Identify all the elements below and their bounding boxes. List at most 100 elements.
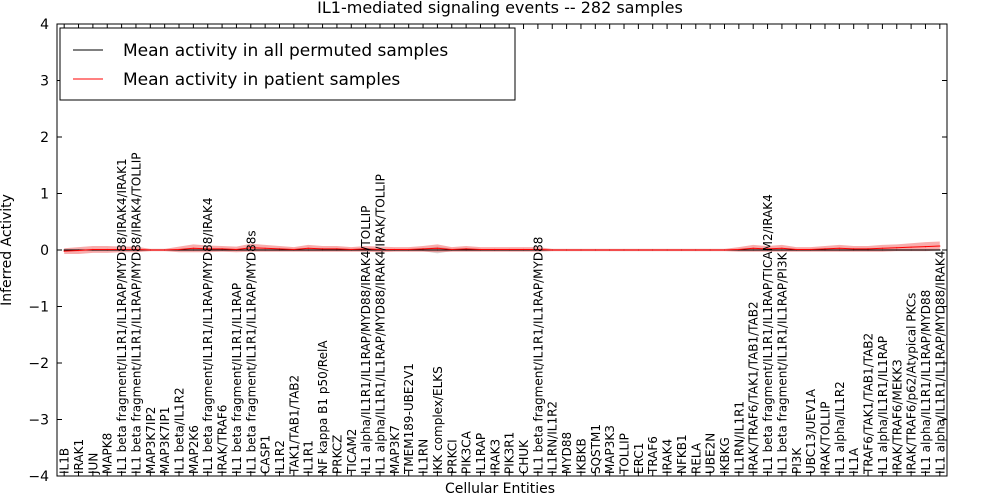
data-point-permuted bbox=[336, 249, 338, 251]
x-tick-label: NF kappa B1 p50/RelA bbox=[316, 340, 330, 474]
x-tick-label: MAP2K6 bbox=[187, 425, 201, 474]
x-tick-label: IKBKB bbox=[575, 438, 589, 474]
data-point-permuted bbox=[278, 249, 281, 251]
data-point-permuted bbox=[781, 249, 783, 251]
x-tick-label: TRAF6/TAK1/TAB1/TAB2 bbox=[862, 333, 876, 475]
x-tick-label: IL1R1 bbox=[302, 440, 316, 474]
x-tick-label: MAPK8 bbox=[101, 433, 115, 474]
data-point-patient bbox=[566, 249, 568, 251]
x-tick-label: IL1 alpha/IL1R1/IL1RAP/MYD88 bbox=[919, 290, 933, 474]
data-point-patient bbox=[264, 247, 266, 249]
data-point-patient bbox=[637, 249, 640, 251]
x-tick-label: PIK3R1 bbox=[503, 432, 517, 474]
data-point-permuted bbox=[896, 249, 898, 251]
x-tick-label: IL1RN/IL1R1 bbox=[732, 401, 746, 474]
x-tick-label: MAP3K7 bbox=[388, 425, 402, 474]
data-point-patient bbox=[465, 248, 467, 250]
data-point-patient bbox=[752, 247, 754, 249]
data-point-patient bbox=[652, 249, 654, 251]
data-point-patient bbox=[767, 248, 769, 250]
data-point-patient bbox=[551, 249, 553, 251]
y-axis-label: Inferred Activity bbox=[0, 194, 15, 306]
data-point-patient bbox=[580, 249, 582, 251]
x-tick-label: PI3K bbox=[790, 447, 804, 474]
x-tick-label: TICAM2 bbox=[345, 429, 359, 475]
data-point-patient bbox=[121, 248, 123, 251]
data-point-patient bbox=[322, 248, 324, 250]
data-point-patient bbox=[77, 249, 80, 252]
data-point-patient bbox=[695, 249, 697, 251]
data-point-patient bbox=[92, 248, 94, 251]
data-point-permuted bbox=[767, 249, 769, 251]
data-point-permuted bbox=[838, 249, 840, 251]
data-point-patient bbox=[350, 248, 352, 251]
data-point-patient bbox=[723, 249, 726, 251]
x-tick-label: PIK3CA bbox=[460, 430, 474, 474]
legend-label-permuted: Mean activity in all permuted samples bbox=[123, 41, 448, 61]
data-point-permuted bbox=[436, 249, 438, 251]
data-point-patient bbox=[436, 247, 438, 249]
x-tick-label: NFKB1 bbox=[675, 434, 689, 474]
data-point-patient bbox=[250, 247, 252, 249]
data-point-permuted bbox=[365, 249, 367, 251]
data-point-patient bbox=[293, 248, 295, 251]
data-point-permuted bbox=[422, 249, 424, 251]
x-tick-label: UBC13/UEV1A bbox=[804, 388, 818, 474]
data-point-patient bbox=[63, 250, 65, 252]
data-point-patient bbox=[422, 248, 424, 250]
x-tick-label: TOLLIP bbox=[618, 433, 632, 475]
data-point-permuted bbox=[824, 249, 826, 251]
x-tick-label: ERC1 bbox=[632, 443, 646, 474]
x-tick-label: TRAF6 bbox=[646, 436, 660, 475]
patient-band bbox=[64, 241, 940, 254]
x-tick-label: IL1R2 bbox=[273, 440, 287, 474]
data-point-patient bbox=[537, 248, 539, 251]
data-point-patient bbox=[867, 248, 869, 250]
y-tick-label: 1 bbox=[40, 187, 49, 203]
legend: Mean activity in all permuted samples Me… bbox=[59, 27, 516, 101]
x-tick-label: IL1RAP bbox=[474, 433, 488, 474]
series-line-patient bbox=[64, 245, 940, 252]
x-tick-label: CHUK bbox=[517, 439, 531, 474]
y-tick-label: −4 bbox=[28, 469, 49, 485]
data-point-permuted bbox=[207, 249, 209, 251]
data-point-patient bbox=[365, 248, 367, 250]
chart-title: IL1-mediated signaling events -- 282 sam… bbox=[317, 0, 683, 17]
x-tick-label: IL1 alpha/IL1R1/IL1RAP/MYD88/IRAK4 bbox=[933, 251, 947, 474]
data-point-permuted bbox=[307, 249, 309, 251]
data-point-patient bbox=[235, 248, 237, 251]
data-point-patient bbox=[910, 246, 912, 248]
data-point-permuted bbox=[867, 249, 869, 251]
y-tick-label: 3 bbox=[40, 74, 49, 90]
x-tick-label: CASP1 bbox=[259, 435, 273, 474]
data-point-permuted bbox=[924, 249, 927, 251]
data-point-patient bbox=[479, 248, 482, 251]
x-tick-label: MYD88 bbox=[560, 432, 574, 474]
y-tick-label: −3 bbox=[28, 413, 49, 429]
y-tick-label: 4 bbox=[40, 17, 49, 33]
x-tick-label: IL1 beta fragment/IL1R1/IL1RAP bbox=[230, 283, 244, 474]
data-point-patient bbox=[881, 247, 884, 249]
x-tick-label: IL1 beta fragment/IL1R1/IL1RAP/TICAM2/IR… bbox=[761, 194, 775, 474]
data-point-patient bbox=[666, 249, 668, 251]
x-axis-label: Cellular Entities bbox=[445, 481, 555, 497]
data-point-patient bbox=[896, 247, 898, 249]
y-tick-label: −1 bbox=[28, 300, 49, 316]
x-tick-label: IL1 alpha/IL1R2 bbox=[833, 381, 847, 474]
data-point-patient bbox=[838, 247, 840, 249]
x-tick-label: IL1 beta fragment/IL1R1/IL1RAP/MYD88/IRA… bbox=[130, 153, 144, 474]
data-point-permuted bbox=[192, 249, 194, 251]
x-tick-label: RELA bbox=[689, 442, 703, 474]
x-tick-label: IL1A bbox=[847, 447, 861, 474]
x-tick-label: IRAK/TOLLIP bbox=[819, 402, 833, 474]
x-tick-label: IKK complex/ELKS bbox=[431, 366, 445, 474]
data-point-patient bbox=[508, 248, 510, 251]
data-point-permuted bbox=[221, 249, 223, 251]
data-point-patient bbox=[594, 249, 596, 251]
data-point-permuted bbox=[264, 249, 266, 251]
data-point-permuted bbox=[881, 249, 884, 251]
x-tick-label: IL1RN bbox=[417, 439, 431, 474]
data-point-permuted bbox=[250, 249, 252, 251]
data-point-patient bbox=[207, 248, 209, 250]
